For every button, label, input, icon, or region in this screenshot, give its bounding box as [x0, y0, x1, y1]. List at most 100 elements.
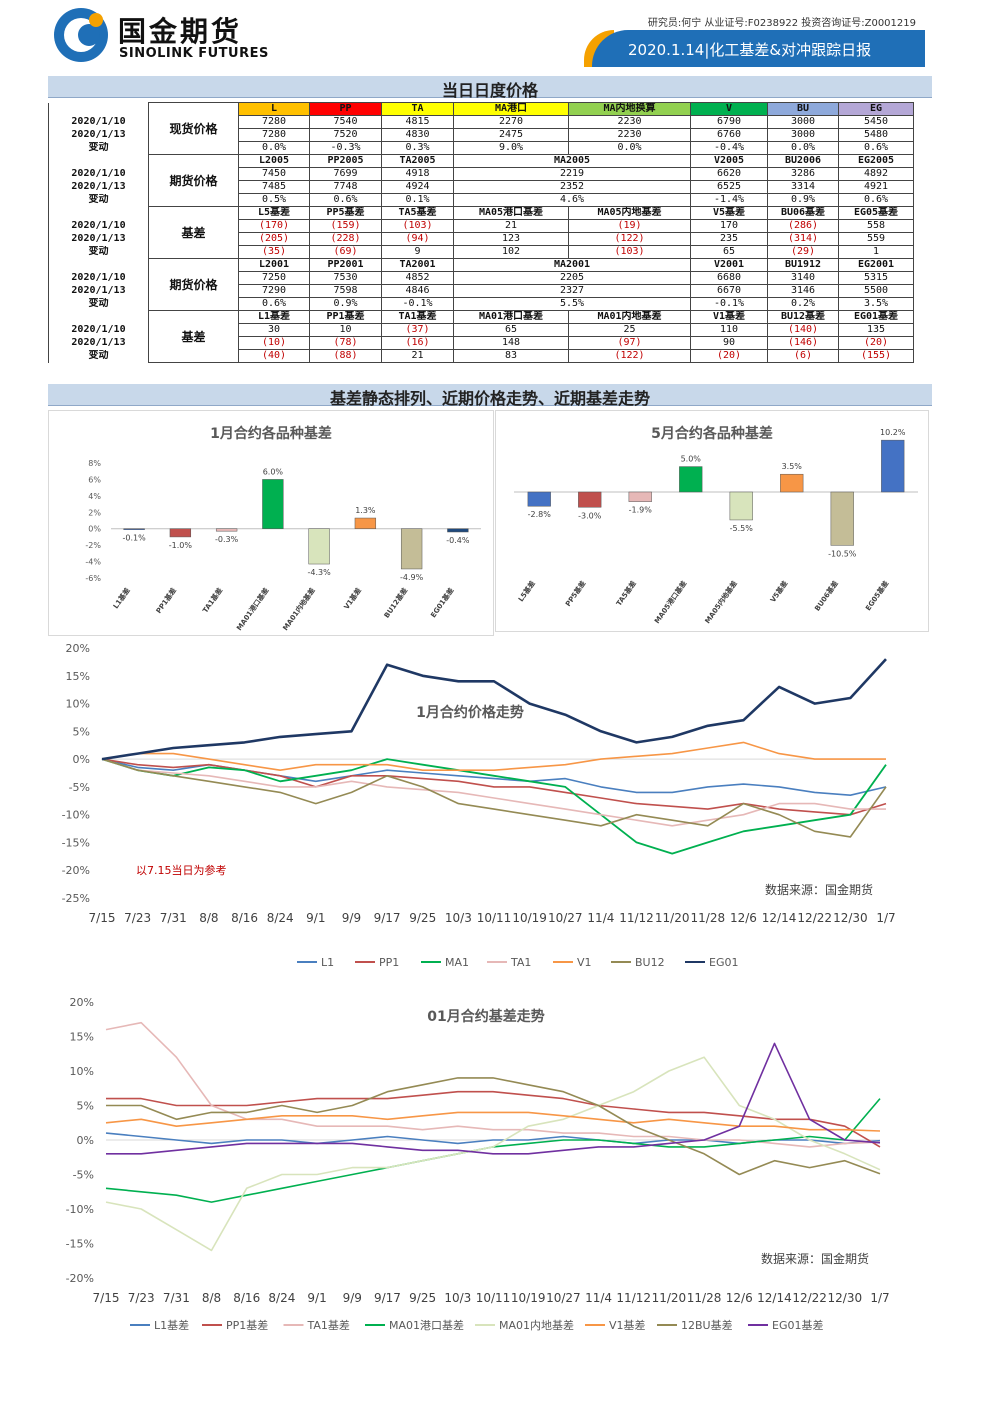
- column-header: MA内地换算: [568, 102, 691, 116]
- value-cell: 0.3%: [381, 141, 454, 155]
- value-cell: (88): [309, 349, 382, 363]
- bar-chart-may: 5月合约各品种基差 -2.8% L5基差 -3.0% PP5基差 -1.9% TA5基差 5.…: [514, 425, 918, 625]
- series-line: [106, 1042, 881, 1155]
- bar: [881, 439, 905, 493]
- row-label: 2020/1/13: [48, 232, 149, 246]
- value-cell: (29): [767, 245, 839, 259]
- category-label: L1基差: [111, 586, 132, 610]
- x-tick-label: 10/19: [511, 1291, 546, 1305]
- value-cell: 2327: [453, 284, 691, 298]
- data-source: 数据来源：国金期货: [761, 1251, 869, 1266]
- row-label: [48, 206, 149, 220]
- value-cell: 0.9%: [309, 297, 382, 311]
- table-row: 基差 L5基差 PP5基差 TA5基差 MA05港口基差 MA05内地基差 V5基差 BU06…: [48, 206, 914, 259]
- value-cell: 4846: [381, 284, 454, 298]
- y-tick-label: -20%: [66, 1272, 94, 1285]
- column-header: V: [690, 102, 768, 116]
- x-tick-label: 11/28: [687, 1291, 722, 1305]
- x-tick-label: 11/20: [652, 1291, 687, 1305]
- value-cell: 6790: [690, 115, 768, 129]
- row-label: 变动: [48, 141, 149, 155]
- column-header: EG2001: [838, 258, 914, 272]
- data-source: 数据来源：国金期货: [765, 882, 873, 897]
- value-cell: 6620: [690, 167, 768, 181]
- table-row: 变动 0.5% 0.6% 0.1% 4.6% -1.4% 0.9% 0.6%: [48, 193, 914, 207]
- data-label: -2.8%: [528, 510, 552, 519]
- series-line: [105, 1098, 881, 1203]
- value-cell: -0.3%: [309, 141, 382, 155]
- logo-en-text: SINOLINK FUTURES: [119, 46, 269, 61]
- value-cell: 102: [453, 245, 569, 259]
- x-tick-label: 8/16: [233, 1291, 260, 1305]
- value-cell: 0.6%: [309, 193, 382, 207]
- series-line: [106, 1090, 881, 1148]
- bar: [578, 491, 602, 508]
- data-label: 5.0%: [681, 455, 702, 464]
- value-cell: 2219: [453, 167, 691, 181]
- x-tick-label: 12/6: [726, 1291, 753, 1305]
- report-banner: [592, 30, 925, 67]
- y-tick-label: -15%: [66, 1238, 94, 1251]
- section-title-charts: 基差静态排列、近期价格走势、近期基差走势: [329, 389, 650, 408]
- table-row: 变动 (35) (69) 9 102 (103) 65 (29) 1: [48, 245, 914, 259]
- column-header: EG05基差: [838, 206, 914, 220]
- value-cell: (103): [568, 245, 691, 259]
- value-cell: 30: [238, 323, 310, 337]
- value-cell: 4924: [381, 180, 454, 194]
- column-header: PP5基差: [309, 206, 382, 220]
- value-cell: (103): [381, 219, 454, 233]
- x-tick-label: 12/22: [792, 1291, 827, 1305]
- value-cell: 21: [453, 219, 569, 233]
- value-cell: -1.4%: [690, 193, 768, 207]
- logo-cn-text: 国金期货: [118, 15, 243, 48]
- value-cell: 21: [381, 349, 454, 363]
- legend-label: L1基差: [154, 1318, 189, 1332]
- row-label: 变动: [48, 193, 149, 207]
- value-cell: 170: [690, 219, 768, 233]
- analyst-info: 研究员:何宁 从业证号:F0238922 投资咨询证号:Z0001219: [647, 18, 916, 29]
- x-tick-label: 7/15: [89, 911, 116, 925]
- value-cell: 3140: [767, 271, 839, 285]
- column-header: PP2001: [309, 258, 382, 272]
- value-cell: 6525: [690, 180, 768, 194]
- section-bar-charts: 基差静态排列、近期价格走势、近期基差走势: [48, 384, 932, 408]
- value-cell: 7540: [309, 115, 382, 129]
- group-label: 现货价格: [148, 102, 239, 155]
- value-cell: 148: [453, 336, 569, 350]
- column-header: TA1基差: [381, 310, 454, 324]
- legend-label: EG01: [709, 956, 738, 969]
- series-line: [101, 758, 886, 827]
- y-tick-label: 0%: [77, 1134, 94, 1147]
- x-tick-label: 1/7: [876, 911, 895, 925]
- value-cell: 558: [838, 219, 914, 233]
- row-label: 变动: [48, 349, 149, 363]
- x-tick-label: 7/31: [160, 911, 187, 925]
- value-cell: 2352: [453, 180, 691, 194]
- data-label: -1.9%: [629, 506, 653, 515]
- value-cell: -0.1%: [381, 297, 454, 311]
- table-row: 2020/1/13 7485 7748 4924 2352 6525 3314 4921: [48, 180, 914, 194]
- x-tick-label: 11/4: [585, 1291, 612, 1305]
- y-tick-label: 2%: [88, 508, 101, 517]
- x-tick-label: 8/16: [231, 911, 258, 925]
- value-cell: 4830: [381, 128, 454, 142]
- value-cell: 0.2%: [767, 297, 839, 311]
- value-cell: (6): [767, 349, 839, 363]
- legend-label: MA01内地基差: [499, 1318, 574, 1332]
- bar: [262, 479, 284, 529]
- value-cell: 6670: [690, 284, 768, 298]
- x-tick-label: 7/23: [124, 911, 151, 925]
- value-cell: 7450: [238, 167, 310, 181]
- data-label: -0.1%: [123, 534, 147, 543]
- value-cell: 3146: [767, 284, 839, 298]
- x-tick-label: 8/24: [267, 911, 294, 925]
- table-row: 期货价格 L2001 PP2001 TA2001 MA2001 V2001 BU1912 EG…: [48, 258, 914, 311]
- category-label: V1基差: [342, 586, 363, 611]
- bar: [780, 473, 804, 493]
- value-cell: (122): [568, 349, 691, 363]
- x-tick-label: 10/3: [445, 911, 472, 925]
- series-line: [105, 1021, 881, 1148]
- legend-label: PP1基差: [226, 1318, 268, 1332]
- y-tick-label: 20%: [70, 996, 94, 1009]
- column-header: BU12基差: [767, 310, 839, 324]
